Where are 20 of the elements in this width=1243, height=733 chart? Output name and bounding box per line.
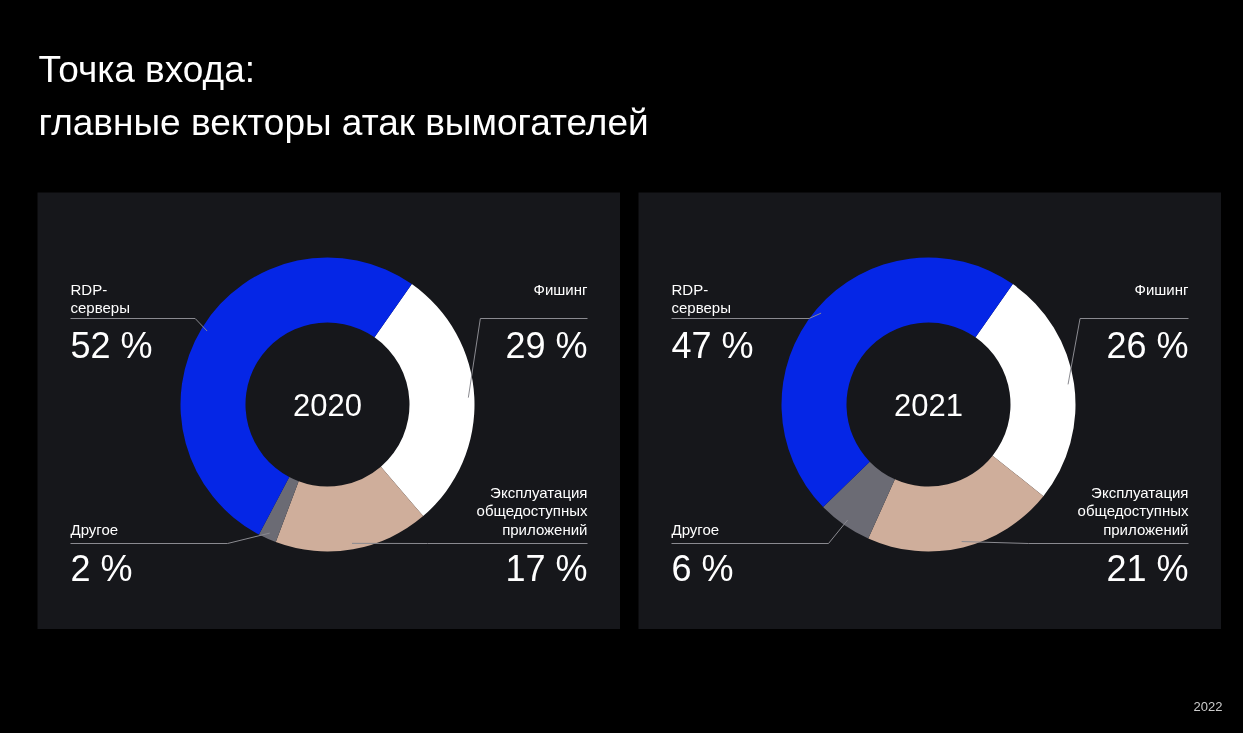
slice-label: Фишинг: [533, 280, 589, 298]
slice-label: Другое: [671, 520, 720, 538]
slice-label: RDP- серверы: [671, 280, 731, 317]
text: 2021: [894, 387, 963, 423]
data-label: 21 %: [1106, 548, 1189, 589]
data-label: 29 %: [505, 325, 588, 366]
slice-label: RDP- серверы: [70, 280, 130, 317]
slice-label: Фишинг: [1134, 280, 1190, 298]
text: 2022: [1193, 699, 1223, 714]
data-label: 52 %: [70, 325, 153, 366]
slice-label: Эксплуатация общедоступных приложений: [476, 483, 588, 538]
text: Точка входа: главные векторы атак вымогателей: [38, 48, 649, 143]
text: 2020: [293, 387, 362, 423]
data-label: 26 %: [1106, 325, 1189, 366]
slice-label: Эксплуатация общедоступных приложений: [1077, 483, 1189, 538]
data-label: 47 %: [671, 325, 754, 366]
data-label: 6 %: [671, 548, 734, 589]
data-label: 2 %: [70, 548, 133, 589]
slice-label: Другое: [70, 520, 119, 538]
data-label: 17 %: [505, 548, 588, 589]
